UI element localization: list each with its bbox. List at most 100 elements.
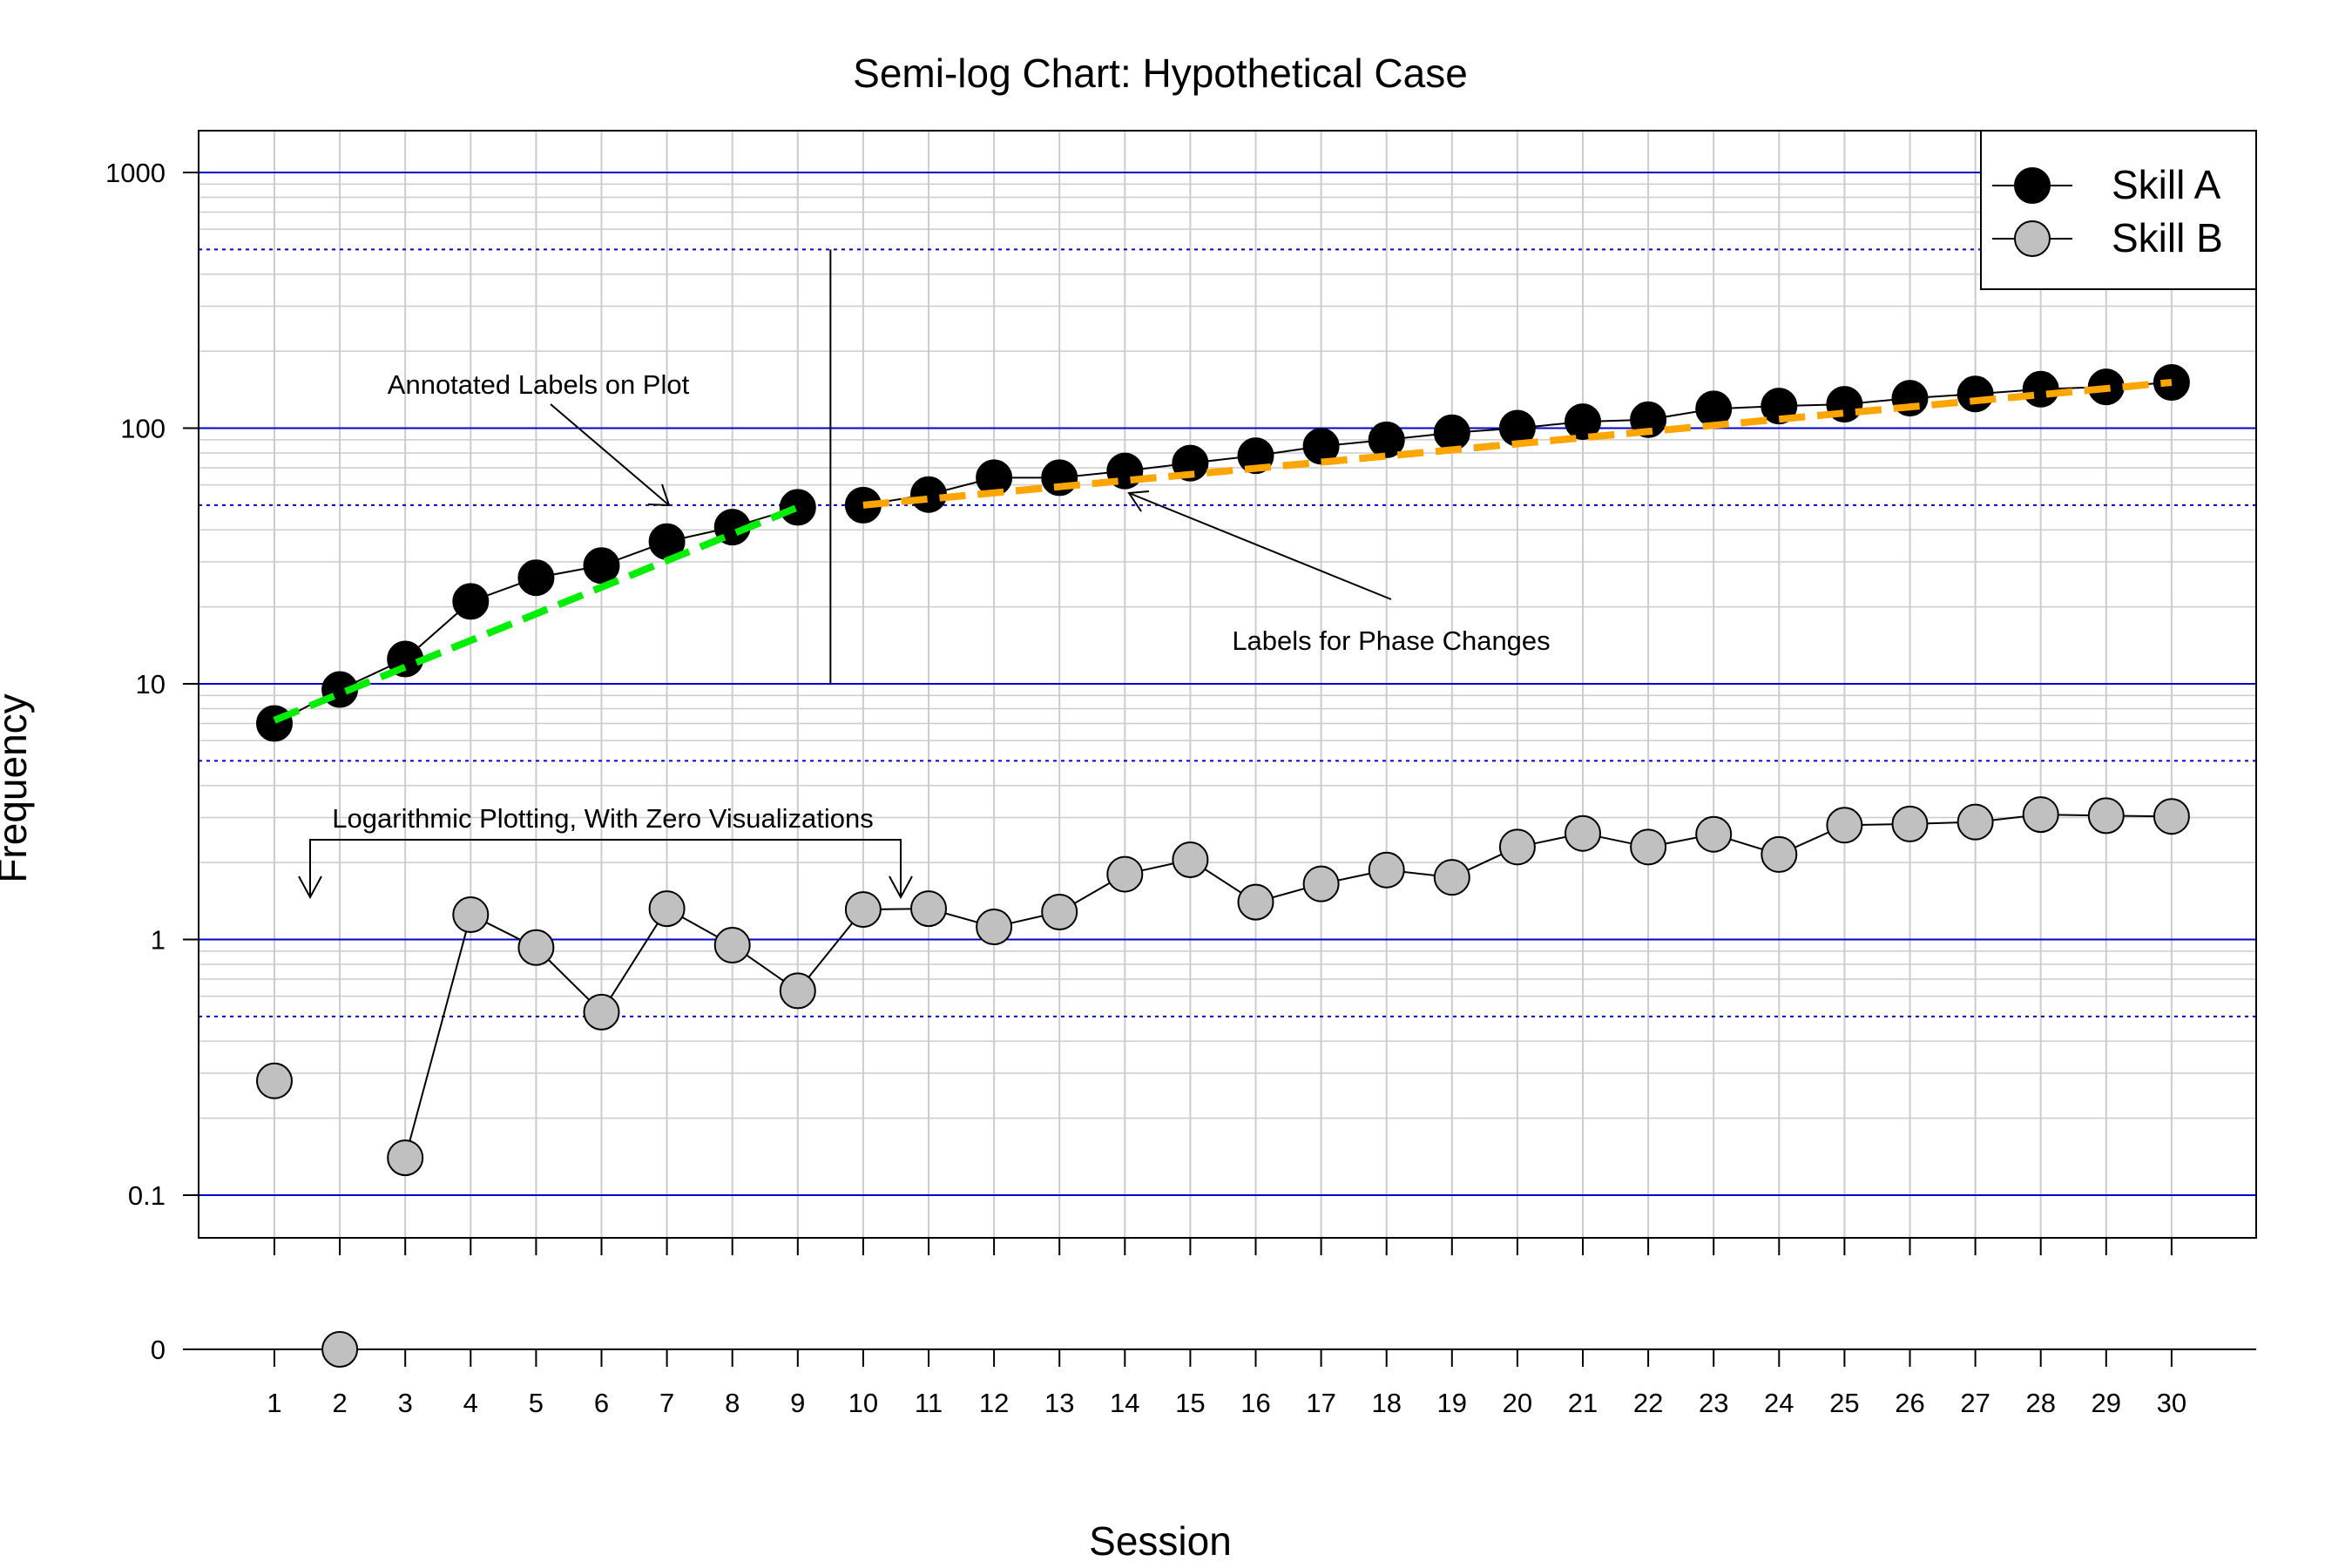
- y-axis-ticks: 1000 100 10 1 0.1 0: [105, 158, 199, 1365]
- x-tick-label: 4: [463, 1388, 478, 1418]
- annotation-bracket: [309, 839, 902, 896]
- skill-b-point: [1368, 851, 1405, 889]
- annotation-arrowhead: [889, 875, 913, 900]
- x-tick-label: 2: [332, 1388, 347, 1418]
- skill-a-point: [779, 489, 816, 526]
- skill-b-point: [452, 896, 490, 934]
- annotation-arrow: [550, 403, 670, 506]
- skill-b-point: [517, 929, 555, 966]
- skill-a-point: [1368, 421, 1405, 458]
- x-tick-label: 13: [1044, 1388, 1074, 1418]
- skill-b-point: [1172, 841, 1209, 879]
- x-tick-label: 30: [2157, 1388, 2186, 1418]
- y-tick-label: 100: [120, 414, 166, 444]
- x-tick-label: 15: [1175, 1388, 1205, 1418]
- y-tick-label: 1000: [105, 158, 166, 188]
- annotation-text: Annotated Labels on Plot: [388, 369, 690, 400]
- annotation-arrowhead: [647, 483, 671, 507]
- skill-b-point: [1498, 828, 1536, 866]
- x-tick-label: 6: [594, 1388, 609, 1418]
- y-tick-label: 1: [151, 925, 166, 956]
- y-tick-label: 0.1: [128, 1180, 166, 1211]
- skill-a-point: [1630, 401, 1667, 438]
- legend-box: [1980, 130, 2257, 290]
- x-tick-label: 9: [790, 1388, 805, 1418]
- x-tick-label: 11: [915, 1388, 943, 1418]
- skill-a-point: [1761, 388, 1798, 425]
- skill-b-point: [1041, 894, 1078, 931]
- skill-b-point: [2153, 798, 2190, 835]
- y-axis-label: Frequency: [0, 693, 35, 882]
- skill-b-point: [387, 1139, 424, 1177]
- annotation-arrow: [1128, 492, 1392, 600]
- legend-label-skill-b: Skill B: [2112, 215, 2223, 260]
- skill-a-point: [1302, 428, 1340, 465]
- skill-b-point: [1302, 865, 1340, 902]
- major-gridlines: [199, 172, 2256, 1196]
- skill-b-point: [1891, 805, 1929, 842]
- annotations: Annotated Labels on Plot Labels for Phas…: [298, 369, 1551, 900]
- skill-b-point: [1826, 807, 1863, 844]
- skill-b-point: [2087, 797, 2125, 835]
- legend: Skill A Skill B: [1980, 130, 2257, 290]
- skill-b-point: [713, 927, 751, 964]
- annotation-text: Logarithmic Plotting, With Zero Visualiz…: [332, 803, 873, 834]
- skill-b-point: [844, 891, 882, 929]
- skill-a-point: [1433, 414, 1470, 451]
- x-tick-label: 27: [1960, 1388, 1990, 1418]
- x-tick-label: 14: [1110, 1388, 1139, 1418]
- skill-b-point: [1957, 803, 1994, 841]
- skill-b-point: [1237, 883, 1274, 921]
- skill-b-point: [2022, 796, 2059, 834]
- skill-b-point: [583, 993, 620, 1031]
- skill-b-point: [1106, 855, 1144, 893]
- skill-b-point: [321, 1331, 359, 1368]
- skill-b-point: [1630, 828, 1667, 866]
- annotation-arrowhead: [298, 875, 322, 900]
- skill-b-point: [910, 890, 947, 928]
- legend-marker-skill-a: [2014, 167, 2051, 204]
- x-tick-label: 16: [1240, 1388, 1270, 1418]
- skill-a-point: [452, 583, 490, 620]
- x-tick-label: 10: [848, 1388, 878, 1418]
- skill-b-line-segment: [404, 914, 472, 1159]
- data-points: [256, 363, 2190, 1368]
- legend-label-skill-a: Skill A: [2112, 162, 2221, 207]
- skill-b-point: [1565, 814, 1601, 852]
- legend-marker-skill-b: [2014, 220, 2051, 257]
- x-tick-label: 26: [1895, 1388, 1924, 1418]
- skill-a-point: [517, 559, 555, 597]
- skill-b-line-segment: [600, 908, 668, 1013]
- skill-b-point: [1761, 835, 1798, 873]
- x-tick-label: 3: [398, 1388, 413, 1418]
- x-axis-label: Session: [1089, 1518, 1232, 1564]
- x-tick-label: 18: [1371, 1388, 1401, 1418]
- skill-a-point: [1957, 375, 1994, 413]
- x-tick-label: 23: [1699, 1388, 1728, 1418]
- skill-b-point: [1695, 815, 1733, 853]
- annotation-arrowhead: [1127, 490, 1150, 512]
- trend-line-phase-1-overlay: [273, 504, 800, 724]
- skill-b-point: [779, 972, 816, 1010]
- x-tick-label: 22: [1633, 1388, 1663, 1418]
- x-tick-label: 19: [1437, 1388, 1467, 1418]
- x-tick-label: 29: [2092, 1388, 2121, 1418]
- skill-a-point: [2022, 370, 2059, 408]
- x-tick-label: 21: [1568, 1388, 1598, 1418]
- trend-lines: [273, 378, 2173, 724]
- x-tick-label: 1: [267, 1388, 281, 1418]
- chart-title: Semi-log Chart: Hypothetical Case: [853, 51, 1468, 96]
- skill-b-point: [648, 890, 686, 928]
- trend-line-phase-2-overlay: [862, 378, 2173, 509]
- x-tick-label: 12: [979, 1388, 1009, 1418]
- x-tick-label: 25: [1829, 1388, 1859, 1418]
- y-tick-label: 10: [136, 669, 166, 700]
- skill-a-point: [1565, 403, 1601, 441]
- x-tick-label: 5: [529, 1388, 544, 1418]
- y-tick-label: 0: [151, 1335, 166, 1365]
- x-tick-label: 24: [1764, 1388, 1794, 1418]
- x-tick-label: 7: [659, 1388, 674, 1418]
- skill-b-point: [1433, 859, 1470, 896]
